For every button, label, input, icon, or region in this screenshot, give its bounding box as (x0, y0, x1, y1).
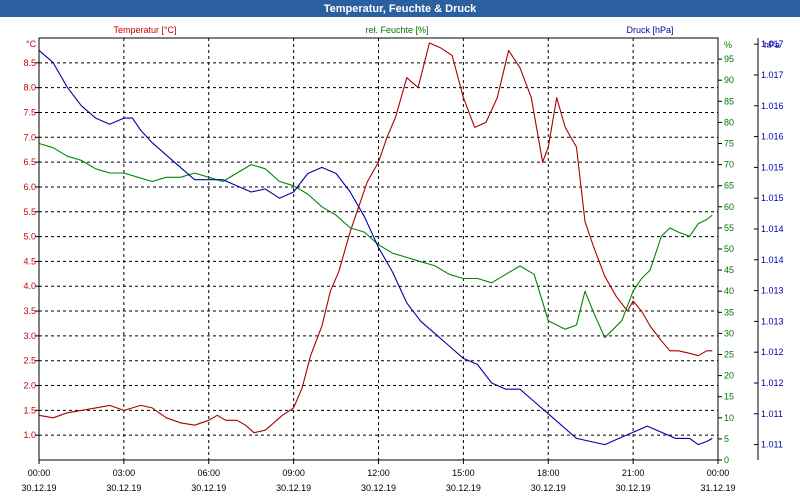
x-tick-label-time: 15:00 (452, 468, 475, 478)
pressure-tick-label: 1.015 (761, 162, 784, 172)
temperature-tick-label: 4.0 (23, 281, 36, 291)
chart-title: Temperatur, Feuchte & Druck (324, 3, 477, 15)
plot-frame (38, 37, 719, 461)
series-lines (38, 42, 713, 446)
temperature-tick-label: 8.5 (23, 58, 36, 68)
x-tick-label-time: 21:00 (622, 468, 645, 478)
grid (39, 38, 718, 460)
x-tick-label-time: 00:00 (28, 468, 51, 478)
x-tick-label-date: 30.12.19 (446, 483, 481, 493)
humidity-tick-label: 70 (724, 160, 734, 170)
x-tick-label-time: 06:00 (197, 468, 220, 478)
temperature-tick-label: 2.5 (23, 356, 36, 366)
x-tick-label-time: 00:00 (707, 468, 730, 478)
temperature-tick-label: 3.5 (23, 306, 36, 316)
pressure-tick-label: 1.011 (761, 440, 783, 450)
pressure-tick-label: 1.014 (761, 255, 784, 265)
temperature-tick-label: 1.5 (23, 405, 36, 415)
humidity-tick-label: 15 (724, 392, 734, 402)
pressure-axis-label: Druck [hPa] (626, 25, 673, 35)
x-tick-label-date: 31.12.19 (700, 483, 735, 493)
humidity-tick-label: 95 (724, 54, 734, 64)
pressure-tick-label: 1.017 (761, 70, 784, 80)
temperature-tick-label: 5.0 (23, 232, 36, 242)
temperature-tick-label: 1.0 (23, 430, 36, 440)
humidity-tick-label: 10 (724, 413, 734, 423)
pressure-tick-label: 1.016 (761, 132, 784, 142)
humidity-axis-label: rel. Feuchte [%] (365, 25, 428, 35)
temperature-unit: °C (26, 39, 37, 49)
title-bar (0, 0, 800, 17)
x-tick-label-date: 30.12.19 (361, 483, 396, 493)
humidity-tick-label: 35 (724, 307, 734, 317)
pressure-tick-label: 1.013 (761, 286, 784, 296)
x-tick-label-time: 12:00 (367, 468, 390, 478)
pressure-tick-label: 1.014 (761, 224, 784, 234)
humidity-tick-label: 90 (724, 75, 734, 85)
humidity-tick-label: 25 (724, 350, 734, 360)
series-line-temperature (38, 42, 713, 434)
x-tick-label-date: 30.12.19 (531, 483, 566, 493)
x-tick-label-time: 03:00 (113, 468, 136, 478)
humidity-tick-label: 85 (724, 96, 734, 106)
pressure-tick-label: 1.011 (761, 409, 783, 419)
humidity-tick-label: 50 (724, 244, 734, 254)
x-tick-label-date: 30.12.19 (21, 483, 56, 493)
pressure-tick-label: 1.013 (761, 316, 784, 326)
humidity-tick-label: 0 (724, 455, 729, 465)
axis-ticks: 00:00 30.12.19 03:00 30.12.19 06:00 30.12.19 0… (21, 38, 784, 493)
temperature-axis-label: Temperatur [°C] (113, 25, 176, 35)
series-line-humidity (38, 142, 713, 339)
pressure-tick-label: 1.015 (761, 193, 784, 203)
humidity-tick-label: 5 (724, 434, 729, 444)
pressure-tick-label: 1.017 (761, 39, 784, 49)
pressure-tick-label: 1.012 (761, 347, 784, 357)
x-tick-label-date: 30.12.19 (616, 483, 651, 493)
humidity-tick-label: 45 (724, 265, 734, 275)
temperature-tick-label: 4.5 (23, 256, 36, 266)
humidity-tick-label: 60 (724, 202, 734, 212)
humidity-tick-label: 20 (724, 371, 734, 381)
temperature-tick-label: 7.5 (23, 107, 36, 117)
x-tick-label-time: 18:00 (537, 468, 560, 478)
pressure-unit: hPa (764, 40, 780, 50)
humidity-tick-label: 75 (724, 139, 734, 149)
x-tick-label-date: 30.12.19 (276, 483, 311, 493)
x-tick-label-time: 09:00 (282, 468, 305, 478)
humidity-tick-label: 40 (724, 286, 734, 296)
humidity-tick-label: 55 (724, 223, 734, 233)
x-tick-label-date: 30.12.19 (191, 483, 226, 493)
temperature-tick-label: 6.0 (23, 182, 36, 192)
temperature-tick-label: 3.0 (23, 331, 36, 341)
temperature-tick-label: 5.5 (23, 207, 36, 217)
pressure-tick-label: 1.016 (761, 101, 784, 111)
humidity-tick-label: 80 (724, 117, 734, 127)
series-line-pressure (38, 49, 713, 446)
humidity-tick-label: 30 (724, 328, 734, 338)
humidity-unit: % (724, 40, 732, 50)
temperature-tick-label: 8.0 (23, 83, 36, 93)
temperature-tick-label: 6.5 (23, 157, 36, 167)
temperature-tick-label: 2.0 (23, 381, 36, 391)
humidity-tick-label: 65 (724, 181, 734, 191)
temperature-tick-label: 7.0 (23, 132, 36, 142)
pressure-tick-label: 1.012 (761, 378, 784, 388)
x-tick-label-date: 30.12.19 (106, 483, 141, 493)
